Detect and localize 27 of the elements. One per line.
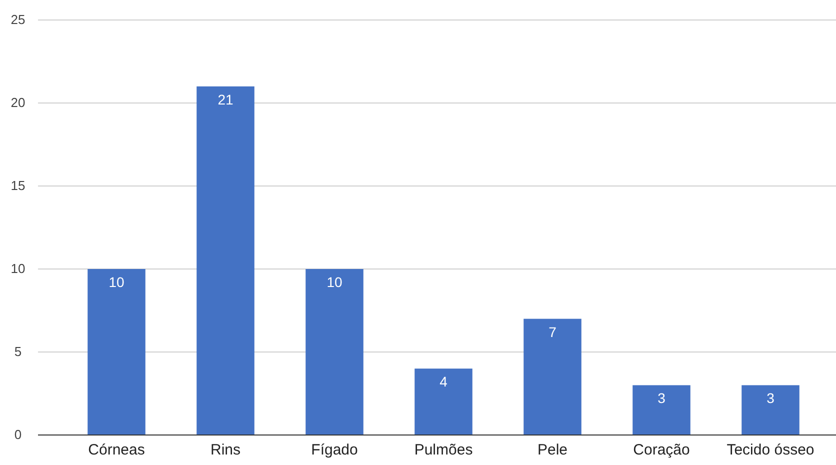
- data-label: 3: [658, 390, 666, 406]
- bar: [306, 269, 364, 435]
- y-tick-label: 0: [14, 427, 22, 442]
- bar: [196, 86, 254, 435]
- data-label: 10: [326, 274, 342, 290]
- x-tick-label: Fígado: [311, 442, 358, 459]
- x-tick-label: Coração: [633, 442, 690, 459]
- data-label: 3: [766, 390, 775, 406]
- x-tick-label: Pele: [537, 442, 568, 459]
- bar: [414, 368, 472, 435]
- data-label: 4: [440, 374, 448, 390]
- data-label: 21: [218, 91, 234, 108]
- data-label: 10: [108, 274, 124, 290]
- bar: [88, 269, 146, 435]
- bar: [524, 318, 582, 435]
- x-tick-label: Pulmões: [414, 442, 473, 459]
- x-tick-label: Tecido ósseo: [726, 442, 814, 459]
- bar: [632, 385, 690, 435]
- data-label: 7: [548, 324, 557, 340]
- y-tick-label: 15: [10, 178, 26, 194]
- x-tick-label: Córneas: [88, 442, 145, 459]
- bar: [742, 385, 800, 435]
- y-tick-label: 10: [10, 261, 26, 276]
- y-tick-label: 20: [10, 95, 26, 110]
- y-tick-label: 5: [14, 344, 22, 360]
- y-tick-label: 25: [10, 12, 26, 28]
- x-tick-label: Rins: [210, 442, 241, 459]
